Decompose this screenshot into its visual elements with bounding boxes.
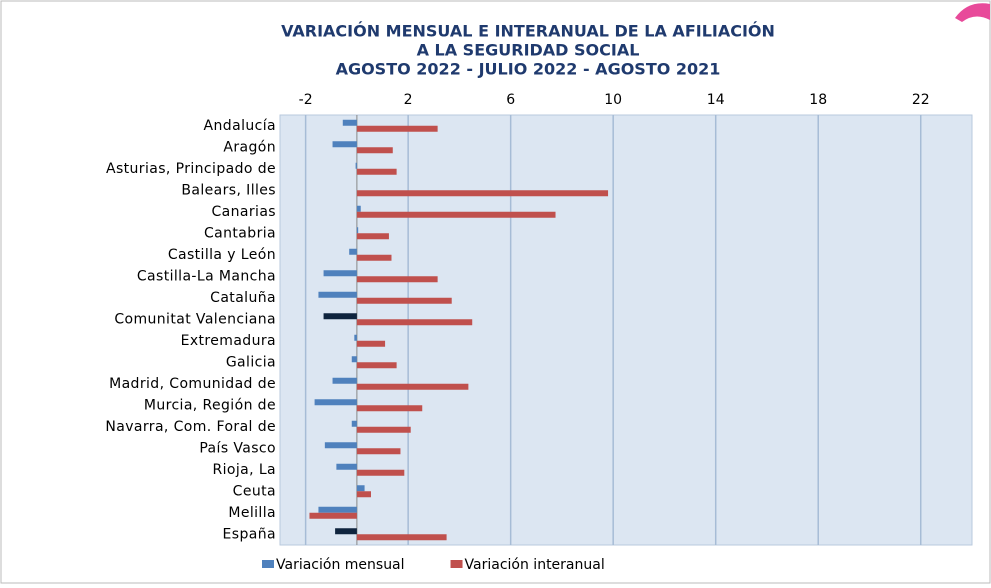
y-tick-label: Balears, Illes [181,182,276,198]
bar [332,377,357,384]
y-tick-label: Comunitat Valenciana [114,311,276,327]
y-tick-label: Aragón [223,139,276,155]
bar [355,162,357,169]
bar [356,276,438,283]
y-tick-label: Murcia, Región de [144,397,276,413]
bar [356,205,361,212]
bar [309,512,357,519]
bar [356,147,393,154]
bar [356,426,411,433]
bar [356,254,392,261]
x-tick-label: 6 [506,92,515,108]
y-tick-label: País Vasco [199,440,276,456]
x-tick-label: 14 [707,92,725,108]
bar [349,248,357,255]
y-tick-label: Navarra, Com. Foral de [105,419,276,435]
bar [356,362,397,369]
bar [356,340,386,347]
y-tick-label: Castilla-La Mancha [137,268,276,284]
bar [356,448,401,455]
y-tick-label: Madrid, Comunidad de [109,376,276,392]
legend-label: Variación interanual [465,557,605,573]
bar [314,399,357,406]
bar [356,211,556,218]
x-tick-label: 10 [604,92,622,108]
bar [356,469,405,476]
legend-label: Variación mensual [276,557,405,573]
bar [356,405,423,412]
bar [356,227,359,234]
bar [356,485,365,492]
y-tick-label: España [223,526,276,542]
chart-title: AGOSTO 2022 - JULIO 2022 - AGOSTO 2021 [336,60,721,79]
y-tick-label: Galicia [226,354,276,370]
bar [342,119,357,126]
y-tick-label: Cataluña [210,290,276,306]
bar [318,291,357,298]
bar [356,383,469,390]
legend-swatch [262,560,274,568]
y-tick-label: Ceuta [233,483,276,499]
bar [356,125,438,132]
bar [318,506,357,513]
bar [323,270,357,277]
y-tick-label: Melilla [228,505,276,521]
x-tick-label: -2 [299,92,313,108]
bar [356,233,389,240]
bar [332,141,357,148]
x-tick-label: 22 [912,92,930,108]
y-tick-label: Cantabria [204,225,276,241]
bar [324,442,357,449]
x-tick-label: 18 [809,92,827,108]
y-tick-label: Andalucía [204,118,276,134]
bar [335,528,357,535]
y-tick-label: Castilla y León [168,247,276,263]
legend-swatch [450,560,463,568]
bar [354,334,357,341]
bar [336,463,357,470]
chart-title: A LA SEGURIDAD SOCIAL [417,41,640,60]
y-tick-label: Canarias [211,204,276,220]
chart-title: VARIACIÓN MENSUAL E INTERANUAL DE LA AFI… [281,22,775,41]
bar [356,534,447,541]
plot-area [279,114,973,546]
x-tick-label: 2 [404,92,413,108]
bar [323,313,357,320]
bar [351,420,357,427]
bar [356,190,609,197]
y-tick-label: Asturias, Principado de [106,161,276,177]
bar [356,168,397,175]
bar [356,491,371,498]
logo [955,3,990,22]
y-tick-label: Rioja, La [212,462,276,478]
bar [351,356,357,363]
y-tick-label: Extremadura [181,333,276,349]
bar [356,319,473,326]
bar [356,297,452,304]
